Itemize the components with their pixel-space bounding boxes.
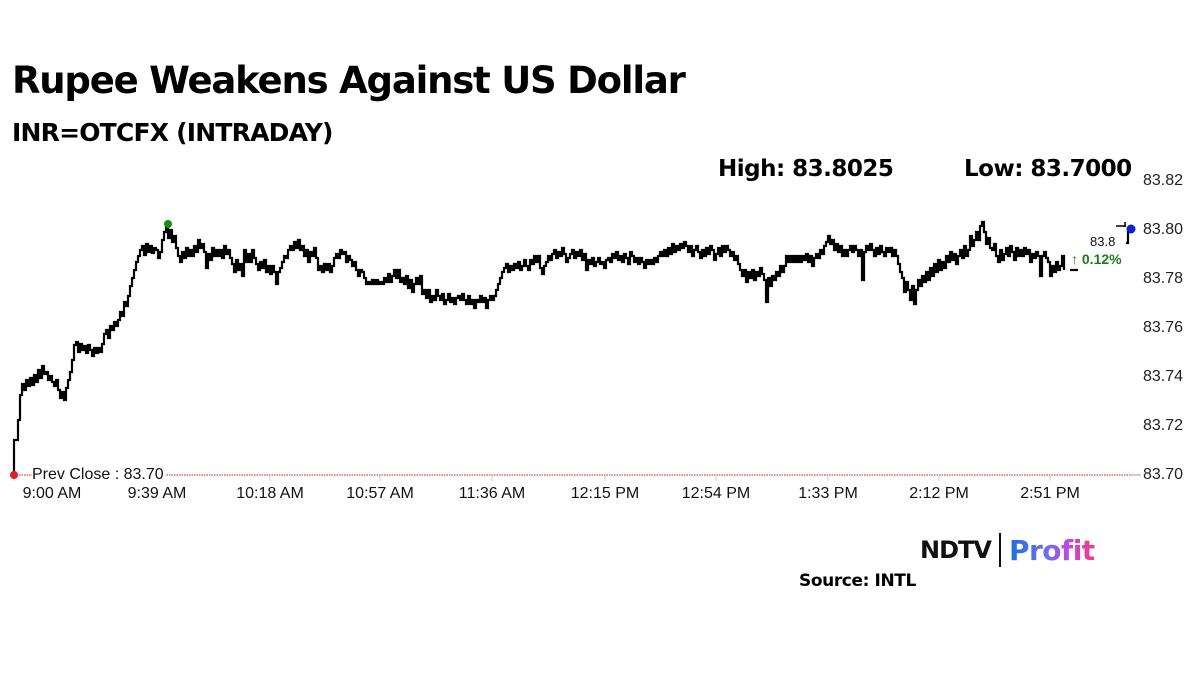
last-price-marker	[1126, 224, 1136, 234]
x-tick-label: 9:00 AM	[22, 485, 82, 502]
logo-divider	[998, 533, 1001, 567]
x-tick-label: 10:18 AM	[236, 485, 304, 502]
low-value-label: Low: 83.7000	[964, 156, 1132, 182]
high-value-label: High: 83.8025	[718, 156, 894, 182]
y-tick-label: 83.82	[1143, 172, 1184, 189]
x-tick-label: 2:12 PM	[909, 485, 969, 502]
x-tick-label: 10:57 AM	[346, 485, 414, 502]
high-marker	[164, 220, 172, 228]
change-percent-label: ↑ 0.12%	[1071, 251, 1122, 267]
low-marker	[10, 471, 18, 479]
x-tick-label: 11:36 AM	[458, 485, 526, 502]
y-tick-label: 83.76	[1143, 319, 1184, 336]
x-axis-ticks	[13, 476, 1051, 481]
chart-title: Rupee Weakens Against US Dollar	[12, 59, 686, 102]
y-tick-label: 83.72	[1143, 417, 1184, 434]
y-tick-label: 83.80	[1143, 221, 1184, 238]
y-tick-label: 83.74	[1143, 368, 1184, 385]
ndtv-wordmark: NDTV	[920, 536, 992, 564]
x-tick-label: 2:51 PM	[1020, 485, 1080, 502]
chart-subtitle: INR=OTCFX (INTRADAY)	[12, 118, 333, 147]
x-tick-label: 12:54 PM	[681, 485, 751, 502]
profit-wordmark: Profit	[1008, 533, 1095, 567]
x-tick-label: 12:15 PM	[570, 485, 640, 502]
price-line	[12, 220, 1066, 475]
last-price-label: 83.8	[1090, 234, 1116, 249]
x-tick-label: 1:33 PM	[798, 485, 858, 502]
prev-close-label: Prev Close : 83.70	[32, 466, 166, 483]
source-label: Source: INTL	[799, 571, 916, 591]
y-tick-label: 83.78	[1143, 270, 1184, 287]
y-tick-label: 83.70	[1143, 466, 1184, 483]
x-tick-label: 9:39 AM	[127, 485, 187, 502]
ndtv-profit-logo: NDTV Profit	[920, 533, 1095, 567]
